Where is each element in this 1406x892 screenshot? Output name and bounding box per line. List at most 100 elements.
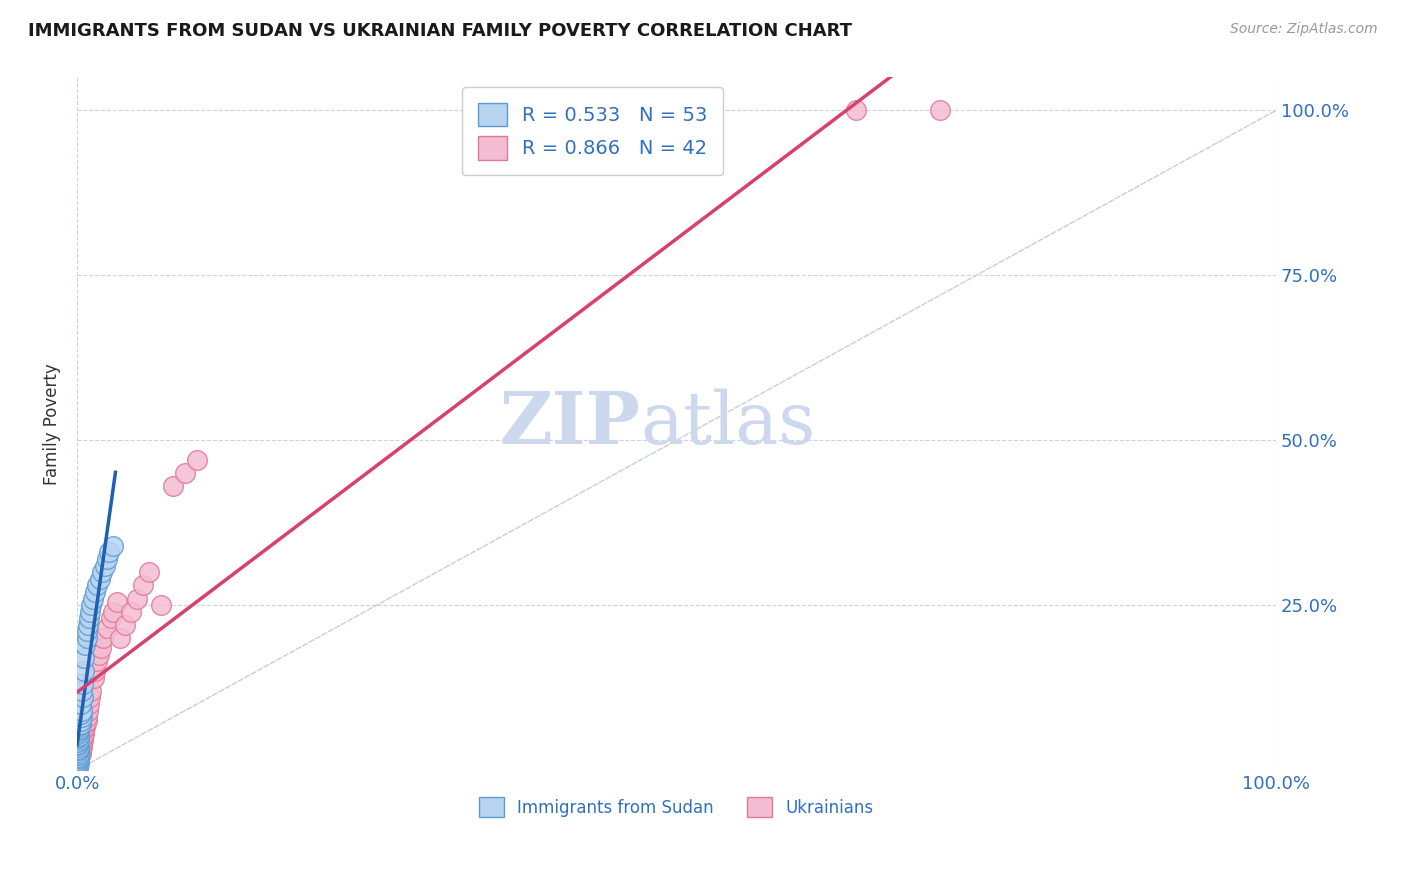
Point [79, 605, 101, 619]
Point [69, 733, 91, 747]
Point [84, 664, 107, 678]
Point [86, 654, 108, 668]
Point [67, 737, 90, 751]
Point [101, 605, 124, 619]
Point [845, 103, 868, 118]
Point [101, 539, 124, 553]
Point [114, 618, 136, 632]
Point [84, 585, 107, 599]
Point [70, 710, 93, 724]
Point [67, 757, 90, 772]
Point [929, 103, 952, 118]
Point [110, 631, 132, 645]
Point [125, 591, 148, 606]
Point [76, 624, 98, 639]
Point [69, 756, 91, 771]
Point [186, 453, 208, 467]
Point [67, 738, 90, 752]
Point [80, 598, 103, 612]
Point [150, 598, 173, 612]
Point [67, 730, 90, 744]
Point [83, 671, 105, 685]
Point [69, 739, 91, 754]
Point [79, 690, 101, 705]
Point [69, 753, 91, 767]
Point [67, 731, 90, 746]
Point [73, 651, 96, 665]
Point [69, 706, 91, 721]
Point [90, 640, 112, 655]
Point [76, 714, 98, 728]
Point [100, 611, 122, 625]
Point [70, 737, 93, 751]
Point [67, 743, 90, 757]
Point [73, 664, 96, 678]
Point [89, 572, 111, 586]
Point [105, 595, 128, 609]
Point [69, 718, 91, 732]
Point [67, 735, 90, 749]
Point [87, 648, 110, 662]
Point [70, 683, 93, 698]
Point [80, 683, 103, 698]
Point [67, 723, 90, 738]
Point [67, 724, 90, 739]
Point [69, 747, 91, 761]
Legend: Immigrants from Sudan, Ukrainians: Immigrants from Sudan, Ukrainians [472, 790, 880, 824]
Point [77, 611, 100, 625]
Point [76, 710, 98, 724]
Point [67, 748, 90, 763]
Point [69, 716, 91, 731]
Point [75, 716, 97, 731]
Point [73, 727, 96, 741]
Point [98, 545, 121, 559]
Y-axis label: Family Poverty: Family Poverty [44, 363, 60, 484]
Point [67, 749, 90, 764]
Point [82, 591, 104, 606]
Point [75, 720, 97, 734]
Point [67, 727, 90, 741]
Point [93, 558, 115, 573]
Point [72, 690, 94, 705]
Point [132, 578, 155, 592]
Point [67, 755, 90, 769]
Text: atlas: atlas [641, 388, 815, 459]
Point [76, 631, 98, 645]
Point [91, 565, 114, 579]
Point [77, 618, 100, 632]
Point [162, 479, 184, 493]
Point [67, 760, 90, 774]
Point [69, 714, 91, 728]
Point [69, 743, 91, 757]
Point [138, 565, 160, 579]
Point [67, 756, 90, 771]
Point [67, 745, 90, 759]
Text: Source: ZipAtlas.com: Source: ZipAtlas.com [1230, 22, 1378, 37]
Point [174, 466, 197, 480]
Point [75, 638, 97, 652]
Text: IMMIGRANTS FROM SUDAN VS UKRAINIAN FAMILY POVERTY CORRELATION CHART: IMMIGRANTS FROM SUDAN VS UKRAINIAN FAMIL… [28, 22, 852, 40]
Point [70, 739, 93, 754]
Point [69, 722, 91, 736]
Point [67, 753, 90, 767]
Point [72, 677, 94, 691]
Point [73, 723, 96, 738]
Point [77, 704, 100, 718]
Point [69, 729, 91, 743]
Point [69, 749, 91, 764]
Point [67, 720, 90, 734]
Point [67, 760, 90, 774]
Point [69, 697, 91, 711]
Point [70, 704, 93, 718]
Point [96, 621, 118, 635]
Point [86, 578, 108, 592]
Text: ZIP: ZIP [499, 388, 641, 459]
Point [69, 751, 91, 765]
Point [77, 697, 100, 711]
Point [96, 552, 118, 566]
Point [69, 747, 91, 761]
Point [72, 730, 94, 744]
Point [120, 605, 142, 619]
Point [69, 742, 91, 756]
Point [72, 733, 94, 747]
